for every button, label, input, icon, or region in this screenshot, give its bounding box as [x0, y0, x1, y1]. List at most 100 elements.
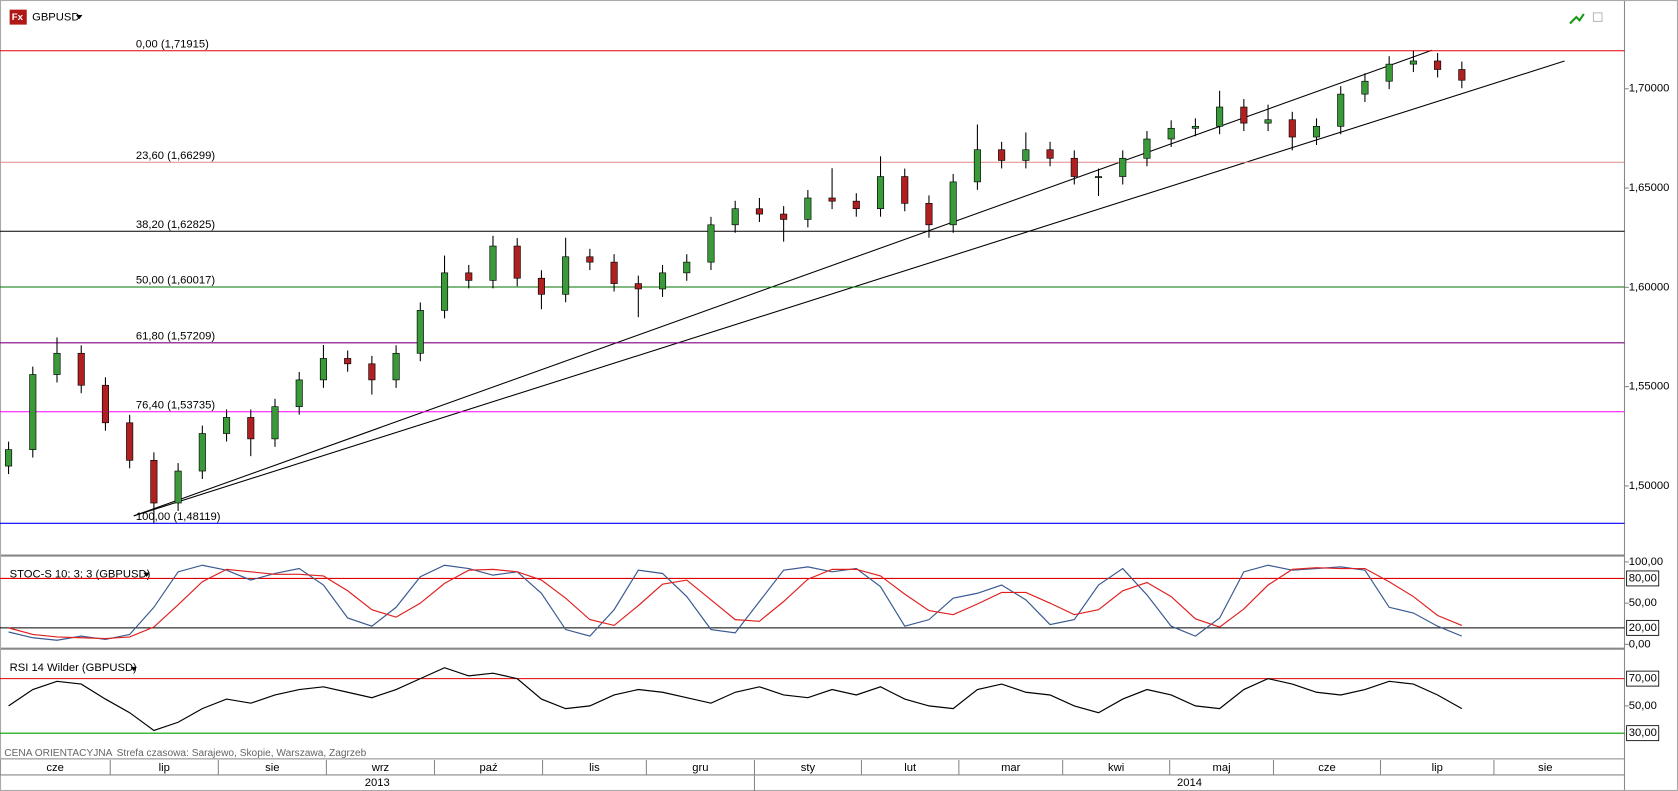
y-tick-label: 50,00: [1629, 700, 1657, 712]
candle-body: [513, 245, 521, 279]
candle-body: [416, 310, 424, 354]
y-tick-label: 1,65000: [1629, 182, 1670, 194]
y-tick-label: 100,00: [1629, 556, 1663, 568]
month-label: lip: [159, 762, 170, 774]
candle-body: [126, 422, 134, 461]
candle-body: [731, 208, 739, 226]
candle-body: [150, 459, 158, 504]
candle-body: [319, 358, 327, 381]
candle-body: [1022, 149, 1030, 161]
candle-body: [295, 379, 303, 408]
candle-body: [852, 200, 860, 210]
footer-timezone: Strefa czasowa: Sarajewo, Skopie, Warsza…: [117, 748, 367, 759]
candle-body: [876, 176, 885, 210]
candle-body: [1361, 80, 1369, 95]
trend-icon[interactable]: [1569, 13, 1585, 25]
year-label: 2014: [1177, 777, 1202, 789]
level-label-box: [1626, 670, 1660, 687]
candle-body: [707, 224, 715, 263]
month-label: maj: [1213, 762, 1231, 774]
candle-body: [1070, 157, 1078, 177]
candle-body: [586, 256, 594, 263]
candle-body: [77, 352, 85, 386]
candle-body: [1046, 149, 1054, 159]
candle-body: [1434, 60, 1442, 70]
candle-body: [344, 358, 352, 365]
month-label: gru: [692, 762, 708, 774]
candle-body: [659, 272, 667, 290]
trend-line[interactable]: [133, 49, 1433, 517]
candle-body: [1409, 60, 1417, 65]
y-tick-label: 1,60000: [1629, 281, 1670, 293]
fib-level-label: 38,20 (1,62825): [136, 219, 215, 231]
candle-body: [998, 149, 1006, 161]
symbol[interactable]: GBPUSD: [32, 12, 79, 24]
level-label: 30,00: [1629, 727, 1657, 739]
indicator-title: RSI 14 Wilder (GBPUSD): [10, 662, 137, 674]
indicator-dropdown[interactable]: [130, 666, 137, 672]
candle-body: [247, 417, 255, 440]
candle-body: [925, 203, 933, 226]
footer-note: CENA ORIENTACYJNA: [4, 748, 112, 759]
month-label: cze: [1318, 762, 1335, 774]
candle-body: [53, 352, 61, 375]
candle-body: [537, 277, 545, 295]
level-label-box: [1626, 619, 1660, 636]
candle-body: [755, 208, 763, 215]
candle-body: [1143, 138, 1151, 159]
level-label: 20,00: [1629, 622, 1657, 634]
month-label: wrz: [371, 762, 390, 774]
y-tick-label: 0,00: [1629, 638, 1651, 650]
candle-body: [1264, 119, 1272, 124]
candle-body: [1385, 63, 1393, 82]
y-tick-label: 1,55000: [1629, 381, 1670, 393]
y-tick-label: 50,00: [1629, 597, 1657, 609]
level-label-box: [1626, 570, 1660, 587]
fib-level-label: 76,40 (1,53735): [136, 399, 215, 411]
candle-body: [1288, 119, 1296, 138]
month-label: sie: [1538, 762, 1552, 774]
candle-body: [634, 283, 642, 290]
indicator-dropdown[interactable]: [143, 572, 150, 577]
year-label: 2013: [365, 777, 390, 789]
month-label: lut: [904, 762, 917, 774]
candle-body: [610, 261, 618, 284]
indicator-line: [8, 567, 1463, 640]
candle-body: [973, 149, 981, 183]
month-label: lis: [589, 762, 600, 774]
trend-line[interactable]: [133, 60, 1565, 517]
fx-icon[interactable]: [9, 9, 27, 25]
fib-level-label: 100,00 (1,48119): [136, 511, 221, 523]
candle-body: [271, 406, 279, 440]
fib-level-label: 50,00 (1,60017): [136, 275, 215, 287]
candle-body: [804, 197, 812, 220]
fx-icon-text: Fx: [12, 12, 24, 23]
candle-body: [683, 261, 691, 274]
level-label: 70,00: [1629, 673, 1657, 685]
candle-body: [1094, 176, 1103, 178]
fib-level-label: 23,60 (1,66299): [136, 150, 215, 162]
level-label-box: [1626, 725, 1660, 742]
month-label: mar: [1001, 762, 1021, 774]
candle-body: [101, 384, 109, 424]
symbol-dropdown[interactable]: [75, 14, 83, 20]
fib-level-label: 0,00 (1,71915): [136, 38, 209, 50]
candle-body: [1337, 93, 1345, 127]
candle-body: [1191, 125, 1199, 129]
candle-body: [1216, 106, 1224, 127]
candle-body: [828, 197, 836, 202]
candle-body: [392, 352, 400, 381]
level-label: 80,00: [1629, 572, 1657, 584]
month-label: kwi: [1108, 762, 1124, 774]
month-label: sty: [801, 762, 816, 774]
candle-body: [465, 272, 473, 281]
candle-body: [780, 213, 788, 220]
candle-body: [174, 470, 182, 504]
window-icon[interactable]: [1592, 12, 1603, 22]
candle-body: [1119, 157, 1127, 177]
indicator-line: [8, 667, 1463, 732]
candle-body: [29, 374, 37, 450]
month-label: lip: [1432, 762, 1443, 774]
